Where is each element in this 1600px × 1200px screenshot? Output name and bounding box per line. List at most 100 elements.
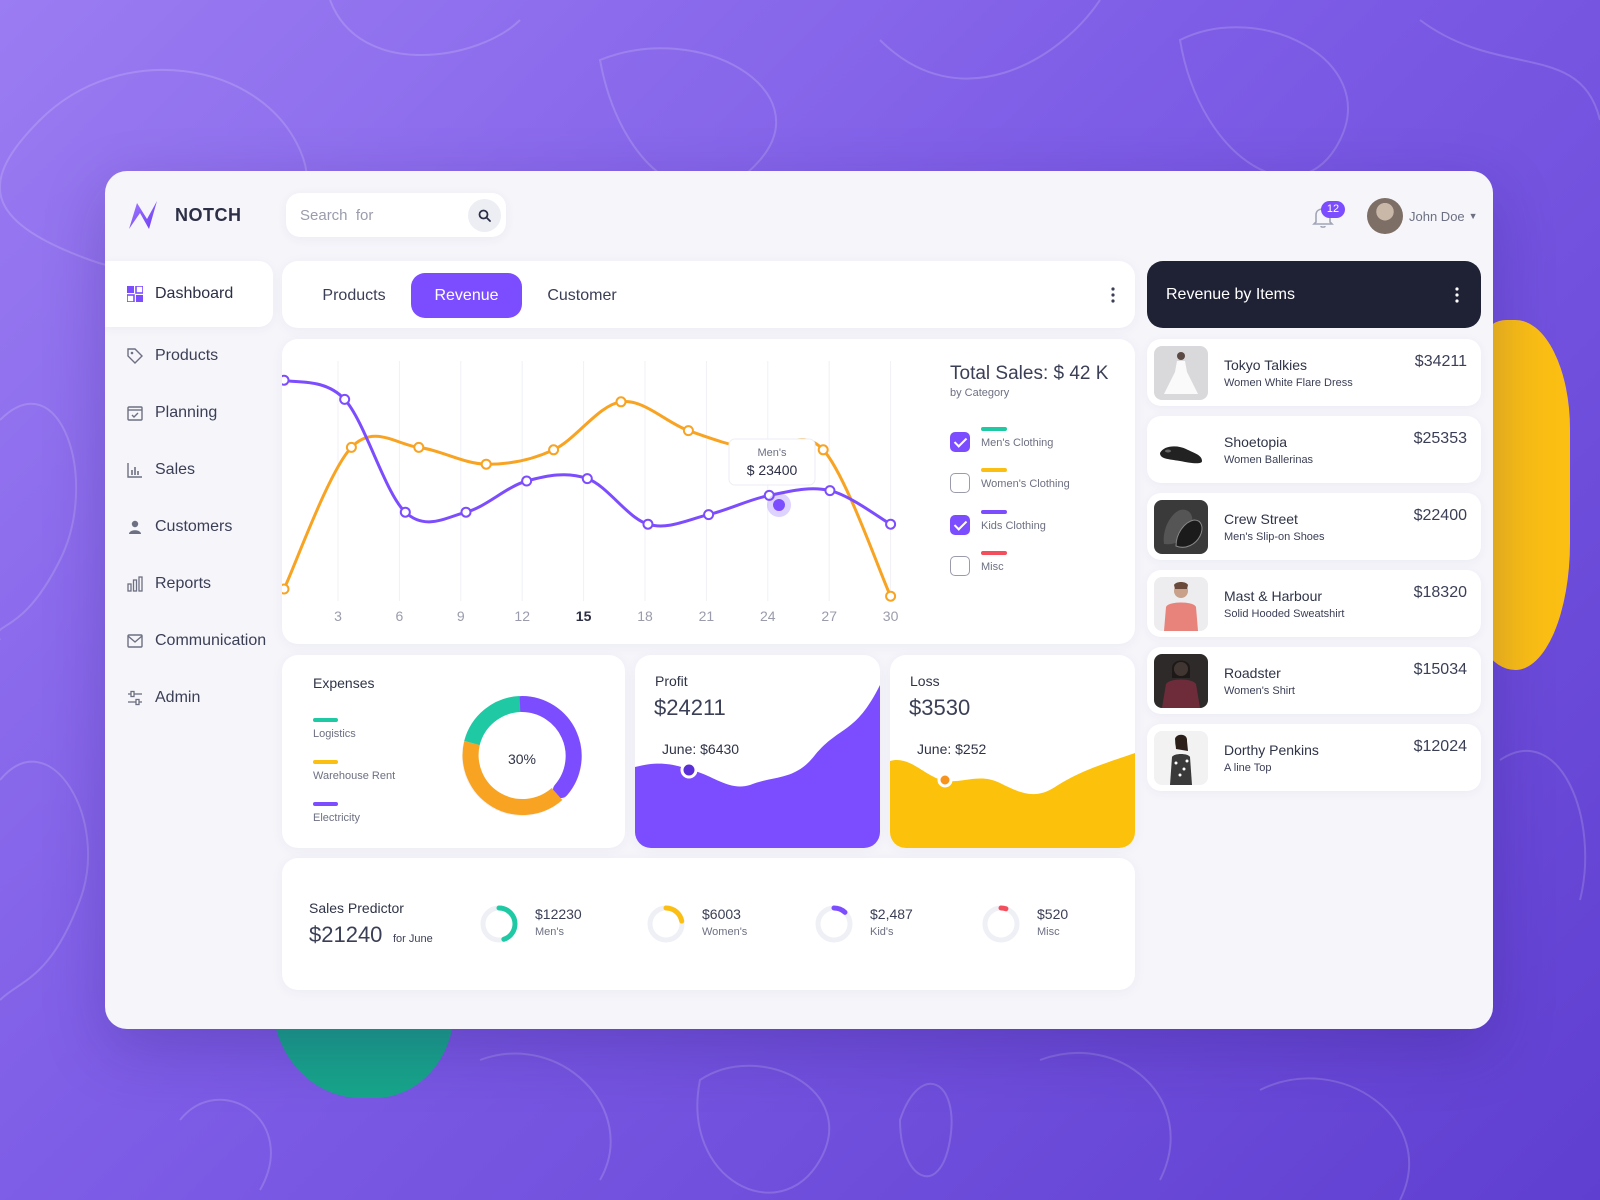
x-tick-label: 24 [760,608,776,624]
item-price: $18320 [1413,584,1467,601]
sidebar-item-label: Products [155,346,219,364]
expenses-card: Expenses Logistics Warehouse Rent Electr… [282,655,625,848]
sidebar-item-reports[interactable]: Reports [105,555,273,612]
tooltip-value: $ 23400 [747,462,798,478]
revenue-item[interactable]: Roadster Women's Shirt $15034 [1147,647,1481,714]
predictor-ring [982,905,1020,943]
data-point [824,485,836,497]
revenue-item[interactable]: Dorthy Penkins A line Top $12024 [1147,724,1481,791]
logo[interactable]: NOTCH [127,199,242,231]
tab-customer[interactable]: Customer [547,287,617,304]
loss-area-chart [890,753,1135,848]
misc-checkbox[interactable] [950,556,970,576]
predictor-amount: $6003 [702,906,741,922]
sidebar-item-label: Reports [155,574,212,592]
sidebar-item-customers[interactable]: Customers [105,498,273,555]
x-tick-label: 9 [457,608,465,624]
item-price: $25353 [1413,430,1467,447]
predictor-label: Men's [535,926,564,938]
sidebar: Dashboard Products Planning Sales Custom… [105,261,273,726]
expense-legend-warehouse-rent: Warehouse Rent [313,760,395,782]
data-point [282,583,290,595]
data-point [399,506,411,518]
search-input[interactable] [300,193,460,237]
sidebar-item-products[interactable]: Products [105,327,273,384]
profit-area-chart [635,685,880,848]
legend-color-bar [981,510,1007,514]
item-price: $34211 [1414,353,1467,370]
search-box [286,193,506,237]
legend-label: Misc [981,561,1004,573]
tooltip-label: Men's [758,447,787,459]
sidebar-item-sales[interactable]: Sales [105,441,273,498]
item-description: A line Top [1224,762,1272,774]
reports-icon [127,575,143,592]
sidebar-item-planning[interactable]: Planning [105,384,273,441]
sidebar-item-dashboard[interactable]: Dashboard [105,261,273,327]
sidebar-item-label: Communication [155,631,267,649]
dashboard-icon [127,286,143,302]
item-name: Dorthy Penkins [1224,742,1319,758]
product-thumbnail-ballerinas [1154,423,1208,477]
data-point [339,393,351,405]
data-point [615,396,627,408]
donut-segment-logistics [464,696,521,746]
predictor-ring [647,905,685,943]
expenses-donut-chart [462,696,582,816]
sidebar-item-label: Dashboard [155,285,234,302]
sidebar-item-communication[interactable]: Communication [105,612,273,669]
sidebar-item-admin[interactable]: Admin [105,669,273,726]
search-button[interactable] [468,199,501,232]
revenue-item[interactable]: Mast & Harbour Solid Hooded Sweatshirt $… [1147,570,1481,637]
data-point [345,441,357,453]
item-name: Mast & Harbour [1224,588,1323,604]
item-name: Crew Street [1224,511,1298,527]
loss-card: Loss $3530 June: $252 [890,655,1135,848]
mens-clothing-checkbox[interactable] [950,432,970,452]
legend-label: Kids Clothing [981,520,1046,532]
expenses-title: Expenses [313,675,375,691]
x-tick-label: 27 [821,608,837,624]
sales-predictor-value: $21240 [309,922,383,947]
app-name: NOTCH [175,204,242,225]
data-point [885,590,897,602]
revenue-item[interactable]: Crew Street Men's Slip-on Shoes $22400 [1147,493,1481,560]
predictor-ring [480,905,518,943]
calendar-check-icon [127,405,143,421]
tab-revenue[interactable]: Revenue [411,273,522,318]
x-tick-label: 12 [514,608,530,624]
data-point [480,458,492,470]
legend-color-bar [981,427,1007,431]
bar-chart-icon [127,462,143,478]
more-options-icon[interactable] [1455,287,1459,303]
predictor-amount: $2,487 [870,906,913,922]
x-tick-label: 3 [334,608,342,624]
user-menu[interactable]: John Doe ▼ [1367,198,1478,234]
profit-june-note: June: $6430 [662,741,740,757]
user-icon [127,519,143,535]
data-point [521,475,533,487]
kids-clothing-checkbox[interactable] [950,515,970,535]
total-sales-subtitle: by Category [950,387,1010,399]
mail-icon [127,633,143,649]
womens-clothing-checkbox[interactable] [950,473,970,493]
search-icon [478,209,491,222]
data-point [817,444,829,456]
expense-legend-electricity: Electricity [313,802,360,824]
predictor-ring [815,905,853,943]
x-tick-label: 6 [396,608,404,624]
product-thumbnail-dress [1154,346,1208,400]
item-name: Tokyo Talkies [1224,357,1308,373]
revenue-item[interactable]: Shoetopia Women Ballerinas $25353 [1147,416,1481,483]
sales-line-chart: 3 6 9 12 15 18 21 24 27 30 Men's $ 23400 [282,361,899,624]
item-description: Women White Flare Dress [1224,377,1353,389]
item-price: $22400 [1413,507,1467,524]
sales-predictor-title: Sales Predictor [309,900,404,916]
legend-label: Men's Clothing [981,437,1054,449]
tab-products[interactable]: Products [322,287,386,304]
legend-color-bar [981,551,1007,555]
data-point [282,374,290,386]
more-options-icon[interactable] [1111,287,1115,303]
revenue-item[interactable]: Tokyo Talkies Women White Flare Dress $3… [1147,339,1481,406]
